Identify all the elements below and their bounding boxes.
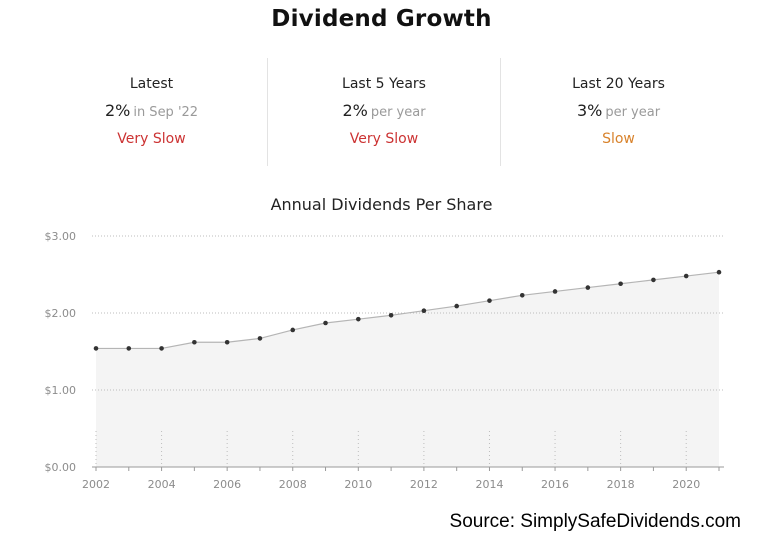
stat-latest: Latest 2% in Sep '22 Very Slow bbox=[36, 58, 267, 166]
stat-last-20-years: Last 20 Years 3% per year Slow bbox=[501, 58, 736, 166]
stat-value: 2% bbox=[342, 101, 368, 120]
stat-last-5-years: Last 5 Years 2% per year Very Slow bbox=[268, 58, 500, 166]
data-point bbox=[93, 346, 99, 351]
data-point bbox=[323, 320, 328, 326]
x-tick-label: 2012 bbox=[410, 478, 438, 491]
data-point bbox=[257, 336, 263, 341]
data-point bbox=[356, 316, 361, 322]
stat-suffix: in Sep '22 bbox=[133, 105, 199, 120]
data-point bbox=[388, 313, 394, 318]
stat-label: Last 5 Years bbox=[342, 76, 426, 92]
stat-value-line: 2% per year bbox=[268, 101, 500, 120]
stat-value-line: 3% per year bbox=[501, 101, 736, 120]
stat-value-line: 2% in Sep '22 bbox=[36, 101, 267, 120]
stat-suffix: per year bbox=[605, 105, 661, 120]
stat-rating: Very Slow bbox=[117, 131, 186, 147]
data-point bbox=[421, 308, 427, 313]
stat-rating: Slow bbox=[602, 131, 635, 147]
stat-rating: Very Slow bbox=[349, 131, 419, 147]
x-tick-label: 2018 bbox=[607, 478, 635, 491]
data-point bbox=[651, 277, 656, 283]
data-point bbox=[683, 273, 689, 279]
x-tick-label: 2014 bbox=[475, 478, 503, 491]
x-tick-label: 2006 bbox=[213, 478, 241, 491]
data-point bbox=[126, 346, 132, 351]
data-point bbox=[224, 339, 230, 345]
data-point bbox=[519, 292, 525, 298]
data-point bbox=[716, 269, 722, 275]
stat-divider bbox=[267, 58, 268, 166]
data-point bbox=[487, 298, 492, 303]
stats-row: Latest 2% in Sep '22 Very Slow Last 5 Yea… bbox=[36, 58, 736, 166]
y-tick-label: $3.00 bbox=[45, 230, 77, 243]
data-point bbox=[552, 289, 558, 294]
x-tick-label: 2016 bbox=[541, 478, 569, 491]
y-tick-label: $1.00 bbox=[45, 384, 77, 397]
data-point bbox=[290, 327, 296, 333]
stat-suffix: per year bbox=[370, 105, 426, 120]
data-point bbox=[192, 339, 197, 345]
data-point bbox=[585, 285, 591, 290]
stat-value: 3% bbox=[576, 101, 603, 120]
stat-label: Last 20 Years bbox=[572, 76, 665, 92]
y-tick-label: $0.00 bbox=[45, 461, 77, 474]
data-point bbox=[618, 281, 623, 287]
x-tick-label: 2004 bbox=[148, 478, 176, 491]
stat-divider bbox=[500, 58, 501, 166]
x-tick-label: 2020 bbox=[672, 478, 700, 491]
data-point bbox=[159, 346, 164, 351]
chart-title: Annual Dividends Per Share bbox=[270, 195, 493, 214]
page-title: Dividend Growth bbox=[271, 6, 492, 32]
stat-label: Latest bbox=[129, 76, 174, 92]
y-tick-label: $2.00 bbox=[45, 307, 77, 320]
area-fill bbox=[96, 272, 719, 467]
series-line bbox=[96, 271, 720, 350]
source-credit: Source: SimplySafeDividends.com bbox=[449, 511, 741, 532]
data-point bbox=[454, 303, 459, 309]
x-tick-label: 2002 bbox=[82, 478, 110, 491]
x-tick-label: 2010 bbox=[344, 478, 372, 491]
stat-value: 2% bbox=[104, 101, 131, 120]
x-tick-label: 2008 bbox=[279, 478, 307, 491]
